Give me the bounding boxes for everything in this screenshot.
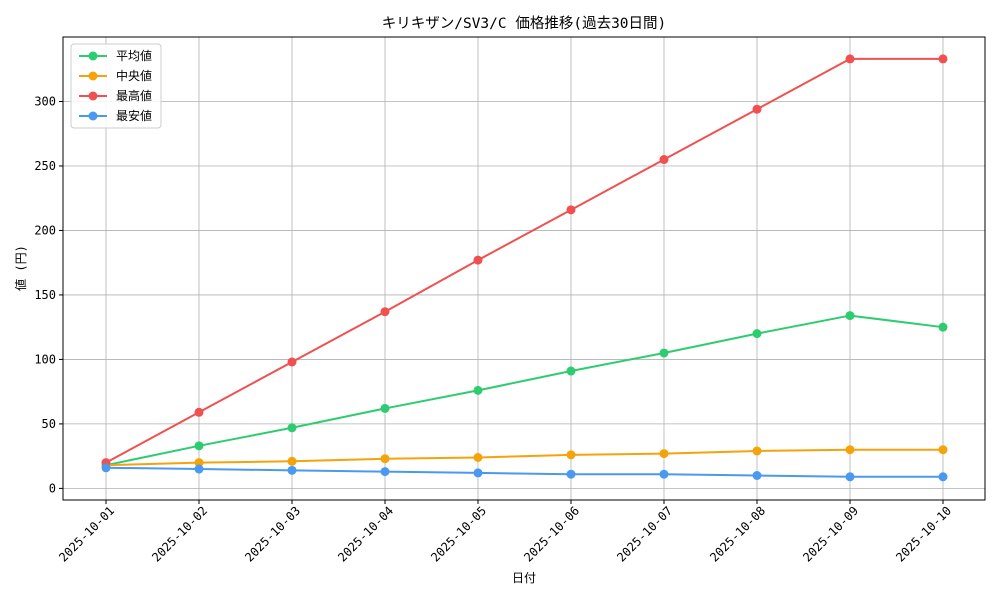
data-point bbox=[194, 464, 204, 474]
data-point bbox=[380, 403, 390, 413]
series-3 bbox=[101, 54, 948, 468]
y-axis-label: 値 (円) bbox=[13, 245, 28, 291]
data-point bbox=[473, 452, 483, 462]
x-tick-label: 2025-10-08 bbox=[707, 504, 768, 565]
series-group bbox=[101, 54, 948, 482]
legend-label: 最安値 bbox=[116, 108, 152, 123]
data-point bbox=[938, 445, 948, 455]
data-point bbox=[752, 329, 762, 339]
data-point bbox=[659, 449, 669, 459]
data-point bbox=[752, 104, 762, 114]
data-point bbox=[566, 205, 576, 215]
y-tick-label: 50 bbox=[42, 417, 56, 431]
data-point bbox=[287, 423, 297, 433]
plot-frame bbox=[62, 36, 986, 501]
data-point bbox=[194, 407, 204, 417]
data-point bbox=[380, 307, 390, 317]
data-point bbox=[659, 348, 669, 358]
axes: 2025-10-01 2025-10-02 2025-10-03 2025-10-04… bbox=[34, 94, 954, 564]
data-point bbox=[101, 463, 111, 473]
series-line bbox=[105, 314, 944, 467]
data-point bbox=[473, 385, 483, 395]
series-line bbox=[105, 466, 943, 478]
y-tick-label: 250 bbox=[34, 159, 56, 173]
legend-marker bbox=[88, 91, 98, 101]
data-point bbox=[566, 450, 576, 460]
y-tick-label: 300 bbox=[34, 94, 56, 108]
data-point bbox=[287, 456, 297, 466]
data-point bbox=[473, 468, 483, 478]
legend-label: 平均値 bbox=[116, 48, 152, 63]
y-tick-label: 0 bbox=[49, 481, 56, 495]
series-line bbox=[105, 448, 943, 467]
data-point bbox=[287, 465, 297, 475]
legend-label: 最高値 bbox=[116, 88, 152, 103]
legend-box bbox=[70, 43, 162, 129]
legend-marker bbox=[88, 51, 98, 61]
series-line bbox=[105, 57, 943, 464]
legend-label: 中央値 bbox=[116, 68, 152, 83]
data-point bbox=[659, 155, 669, 165]
data-point bbox=[845, 445, 855, 455]
x-tick-label: 2025-10-03 bbox=[242, 504, 303, 565]
x-axis-label: 日付 bbox=[512, 571, 536, 585]
x-tick-label: 2025-10-04 bbox=[335, 504, 396, 565]
y-tick-label: 100 bbox=[34, 352, 56, 366]
data-point bbox=[659, 469, 669, 479]
series-2 bbox=[101, 445, 948, 470]
data-point bbox=[845, 311, 855, 321]
data-point bbox=[752, 470, 762, 480]
data-point bbox=[380, 467, 390, 477]
x-tick-label: 2025-10-09 bbox=[800, 504, 861, 565]
x-tick-label: 2025-10-02 bbox=[149, 504, 210, 565]
x-tick-label: 2025-10-01 bbox=[56, 504, 117, 565]
data-point bbox=[752, 446, 762, 456]
data-point bbox=[845, 54, 855, 64]
data-point bbox=[938, 322, 948, 332]
data-point bbox=[287, 357, 297, 367]
series-4 bbox=[101, 463, 948, 482]
data-point bbox=[473, 255, 483, 265]
series-1 bbox=[101, 311, 948, 470]
data-point bbox=[938, 54, 948, 64]
x-tick-label: 2025-10-06 bbox=[521, 504, 582, 565]
data-point bbox=[194, 458, 204, 468]
grid bbox=[63, 37, 985, 500]
chart-title: キリキザン/SV3/C 価格推移(過去30日間) bbox=[382, 15, 667, 32]
data-point bbox=[380, 454, 390, 464]
x-tick-label: 2025-10-10 bbox=[893, 504, 954, 565]
legend-marker bbox=[88, 71, 98, 81]
legend-marker bbox=[88, 111, 98, 121]
data-point bbox=[845, 472, 855, 482]
data-point bbox=[938, 472, 948, 482]
x-tick-label: 2025-10-07 bbox=[614, 504, 675, 565]
y-tick-label: 150 bbox=[34, 288, 56, 302]
y-tick-label: 200 bbox=[34, 223, 56, 237]
x-tick-label: 2025-10-05 bbox=[428, 504, 489, 565]
data-point bbox=[194, 441, 204, 451]
data-point bbox=[566, 366, 576, 376]
data-point bbox=[566, 469, 576, 479]
